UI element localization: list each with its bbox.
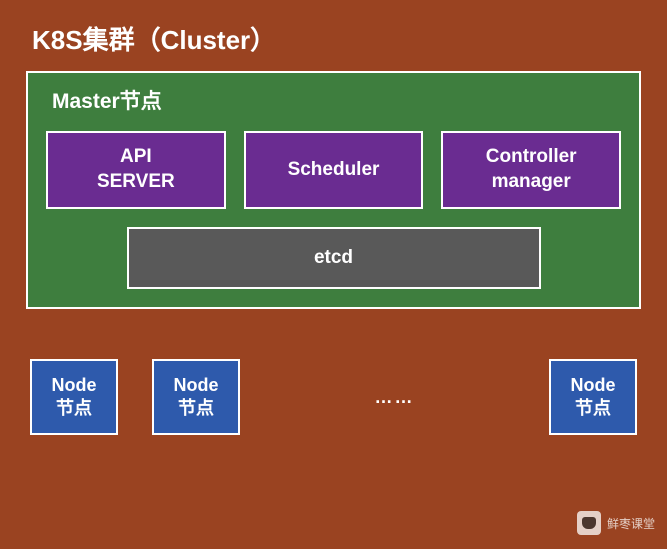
watermark-text: 鲜枣课堂	[607, 515, 655, 532]
component-label: Scheduler	[288, 158, 380, 183]
watermark-icon	[577, 511, 601, 535]
master-title: Master节点	[46, 85, 621, 115]
component-controller-manager: Controller manager	[441, 131, 621, 209]
node-box: Node 节点	[152, 359, 240, 435]
node-box: Node 节点	[30, 359, 118, 435]
master-components-row: API SERVER Scheduler Controller manager	[46, 131, 621, 209]
node-label: Node 节点	[571, 374, 616, 421]
node-label: Node 节点	[174, 374, 219, 421]
etcd-label: etcd	[314, 247, 353, 269]
etcd-row: etcd	[46, 227, 621, 289]
master-container: Master节点 API SERVER Scheduler Controller…	[26, 71, 641, 309]
component-scheduler: Scheduler	[244, 131, 424, 209]
watermark: 鲜枣课堂	[577, 511, 655, 535]
node-label: Node 节点	[52, 374, 97, 421]
cluster-title: K8S集群（Cluster）	[26, 20, 641, 57]
cluster-container: K8S集群（Cluster） Master节点 API SERVER Sched…	[0, 0, 667, 549]
component-etcd: etcd	[127, 227, 541, 289]
component-label: API SERVER	[97, 145, 175, 194]
node-box: Node 节点	[549, 359, 637, 435]
component-api-server: API SERVER	[46, 131, 226, 209]
component-label: Controller manager	[486, 145, 577, 194]
nodes-row: Node 节点 Node 节点 …… Node 节点	[26, 359, 641, 435]
ellipsis: ……	[375, 387, 415, 408]
